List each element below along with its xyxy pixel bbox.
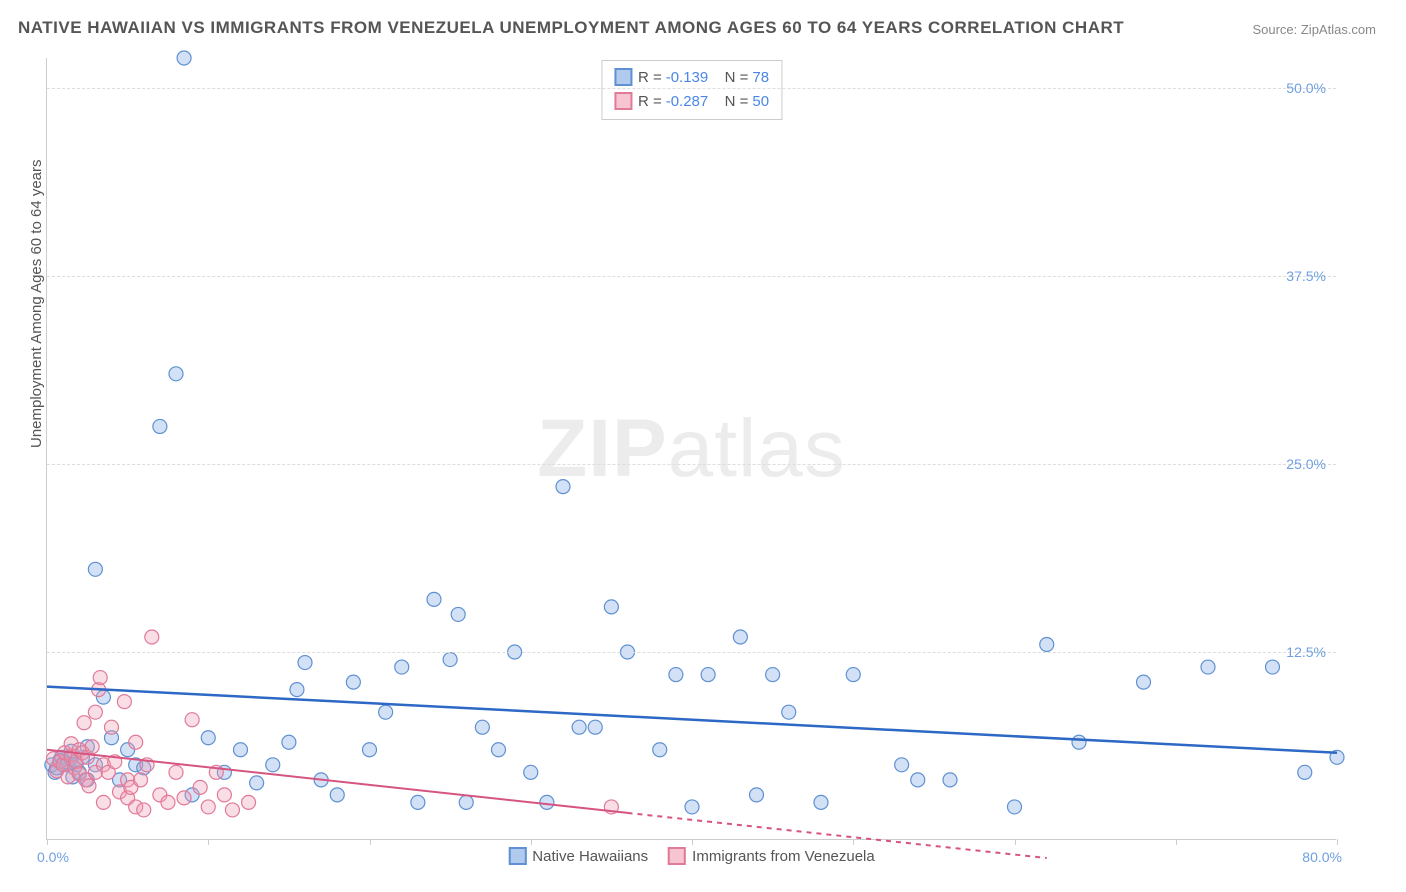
x-axis-last-label: 80.0% [1302, 849, 1342, 865]
legend-row-2: R = -0.287 N = 50 [614, 89, 769, 113]
series-legend: Native Hawaiians Immigrants from Venezue… [508, 847, 874, 865]
swatch-bottom-1 [508, 847, 526, 865]
legend-item-1: Native Hawaiians [508, 847, 648, 865]
legend-label-1: Native Hawaiians [532, 848, 648, 865]
y-tick-label: 12.5% [1286, 644, 1326, 660]
correlation-legend: R = -0.139 N = 78 R = -0.287 N = 50 [601, 60, 782, 120]
swatch-series-1 [614, 68, 632, 86]
legend-label-2: Immigrants from Venezuela [692, 848, 875, 865]
legend-item-2: Immigrants from Venezuela [668, 847, 875, 865]
swatch-bottom-2 [668, 847, 686, 865]
source-label: Source: ZipAtlas.com [1252, 22, 1376, 37]
x-axis-first-label: 0.0% [37, 849, 69, 865]
y-tick-label: 37.5% [1286, 268, 1326, 284]
y-tick-label: 25.0% [1286, 456, 1326, 472]
y-axis-label: Unemployment Among Ages 60 to 64 years [28, 159, 45, 448]
plot-area: ZIPatlas R = -0.139 N = 78 R = -0.287 N … [46, 58, 1336, 840]
chart-svg [47, 58, 1336, 839]
legend-row-1: R = -0.139 N = 78 [614, 65, 769, 89]
swatch-series-2 [614, 92, 632, 110]
source-prefix: Source: [1252, 22, 1300, 37]
source-value: ZipAtlas.com [1301, 22, 1376, 37]
y-tick-label: 50.0% [1286, 80, 1326, 96]
chart-title: NATIVE HAWAIIAN VS IMMIGRANTS FROM VENEZ… [18, 18, 1124, 38]
